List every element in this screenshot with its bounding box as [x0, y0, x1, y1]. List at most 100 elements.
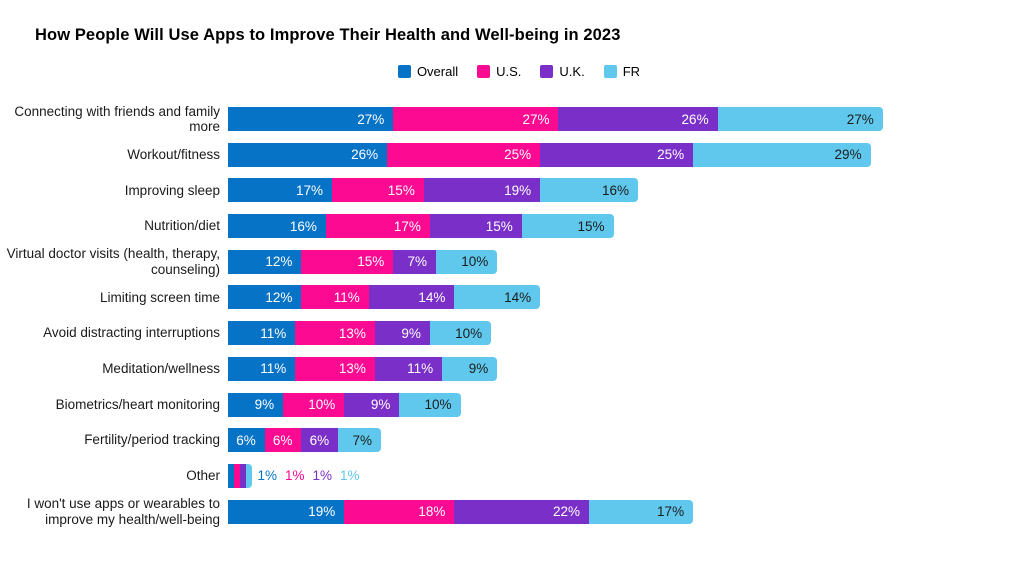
bar-segment-fr: 10% — [436, 249, 498, 274]
legend: Overall U.S. U.K. FR — [7, 64, 1024, 79]
segment-value-label: 26% — [351, 147, 379, 163]
bar-segment-overall: 27% — [228, 107, 394, 131]
bar-segment-u-k — [240, 463, 247, 488]
bar-stack: 17% 15% 19% 16% — [228, 178, 638, 203]
bar-segment-overall: 12% — [228, 249, 302, 274]
chart-row: Nutrition/diet 16% 17% 15% 15% — [0, 214, 883, 239]
bar-stack: 27% 27% 26% 27% — [228, 107, 883, 131]
legend-swatch-icon — [477, 65, 491, 78]
outside-value-label-u-s: 1% — [284, 468, 305, 484]
category-label: Connecting with friends and family more — [14, 103, 220, 135]
segment-value-label: 9% — [468, 361, 489, 377]
bar-segment-fr: 10% — [399, 392, 461, 417]
segment-value-label: 6% — [272, 432, 293, 448]
legend-label: U.K. — [559, 64, 585, 79]
chart-row: Biometrics/heart monitoring 9% 10% 9% 10% — [0, 392, 883, 417]
segment-value-label: 29% — [834, 147, 862, 163]
segment-value-label: 12% — [265, 289, 293, 305]
segment-value-label: 17% — [393, 218, 421, 234]
category-label: Nutrition/diet — [144, 218, 220, 234]
legend-item-fr: FR — [603, 64, 641, 79]
bar-segment-overall: 11% — [228, 356, 296, 381]
category-label: Avoid distracting interruptions — [43, 325, 220, 341]
segment-value-label: 10% — [461, 254, 489, 270]
chart-row: Other 1% 1% 1% 1% — [0, 463, 883, 488]
bar-segment-u-s — [234, 463, 241, 488]
bar-segment-overall: 26% — [228, 142, 388, 167]
bar-segment-overall — [228, 463, 235, 488]
segment-value-label: 26% — [681, 111, 709, 127]
bar-stack: 11% 13% 11% 9% — [228, 356, 498, 381]
stacked-bar-chart: Connecting with friends and family more 2… — [0, 103, 883, 527]
segment-value-label: 19% — [308, 504, 336, 520]
bar-segment-fr: 7% — [338, 428, 381, 453]
bar-segment-fr: 16% — [540, 178, 638, 203]
legend-label: FR — [622, 64, 641, 79]
bar-segment-fr — [246, 463, 253, 488]
legend-swatch-icon — [603, 65, 617, 78]
segment-value-label: 17% — [296, 182, 324, 198]
chart-row: Avoid distracting interruptions 11% 13% 9% 1… — [0, 321, 883, 346]
segment-value-label: 6% — [309, 432, 330, 448]
bar-segment-u-k: 6% — [301, 428, 339, 453]
category-label: Fertility/period tracking — [84, 432, 220, 448]
segment-value-label: 9% — [254, 397, 275, 412]
segment-value-label: 27% — [522, 111, 550, 127]
category-label: Limiting screen time — [99, 289, 220, 305]
legend-label: U.S. — [496, 64, 522, 79]
bar-segment-overall: 6% — [228, 428, 265, 453]
segment-value-label: 15% — [357, 254, 385, 270]
category-label: Biometrics/heart monitoring — [55, 396, 220, 412]
bar-segment-overall: 17% — [228, 178, 333, 203]
bar-segment-u-k: 9% — [374, 321, 430, 346]
bar-segment-fr: 15% — [521, 214, 614, 239]
bar-segment-u-s: 13% — [295, 321, 375, 346]
bar-segment-overall: 11% — [228, 321, 296, 346]
bar-segment-u-s: 25% — [387, 142, 541, 167]
segment-value-label: 18% — [418, 504, 446, 520]
chart-row: Limiting screen time 12% 11% 14% 14% — [0, 285, 883, 310]
bar-segment-u-k: 22% — [454, 499, 590, 524]
segment-value-label: 27% — [357, 111, 385, 127]
bar-segment-u-k: 15% — [429, 214, 522, 239]
segment-value-label: 12% — [265, 254, 293, 270]
bar-segment-u-s: 13% — [295, 356, 375, 381]
segment-value-label: 11% — [260, 325, 287, 341]
segment-value-label: 10% — [424, 397, 452, 412]
bar-stack: 12% 15% 7% 10% — [228, 249, 498, 274]
chart-row: Meditation/wellness 11% 13% 11% 9% — [0, 356, 883, 381]
segment-value-label: 22% — [553, 504, 581, 520]
bar-stack: 16% 17% 15% 15% — [228, 214, 614, 239]
bar-stack: 12% 11% 14% 14% — [228, 285, 541, 310]
bar-segment-fr: 17% — [589, 499, 694, 524]
bar-segment-u-s: 6% — [264, 428, 302, 453]
segment-value-label: 11% — [407, 361, 434, 377]
segment-value-label: 27% — [846, 111, 874, 127]
bar-segment-fr: 27% — [717, 107, 883, 131]
chart-row: Virtual doctor visits (health, therapy, … — [0, 246, 883, 277]
segment-value-label: 16% — [289, 218, 317, 234]
outside-value-label-fr: 1% — [339, 468, 360, 484]
segment-value-label: 7% — [352, 432, 372, 448]
segment-value-label: 15% — [577, 218, 605, 234]
chart-row: I won't use apps or wearables to improve… — [0, 496, 883, 527]
legend-swatch-icon — [540, 65, 554, 78]
bar-segment-u-k: 9% — [344, 392, 400, 417]
bar-segment-u-k: 7% — [393, 249, 437, 274]
category-label: Workout/fitness — [127, 146, 220, 162]
segment-value-label: 14% — [418, 289, 446, 305]
chart-row: Improving sleep 17% 15% 19% 16% — [0, 178, 883, 203]
bar-segment-u-s: 27% — [393, 107, 559, 131]
bar-segment-overall: 12% — [228, 285, 302, 310]
bar-segment-u-k: 26% — [558, 107, 718, 131]
bar-stack: 6% 6% 6% 7% — [228, 428, 381, 453]
segment-value-label: 10% — [308, 397, 336, 412]
chart-row: Fertility/period tracking 6% 6% 6% 7% — [0, 428, 883, 453]
segment-value-label: 16% — [601, 182, 629, 198]
bar-segment-u-k: 11% — [374, 356, 443, 381]
segment-value-label: 17% — [657, 504, 685, 520]
outside-value-labels: 1% 1% 1% 1% — [252, 468, 359, 483]
category-label: Meditation/wellness — [102, 361, 220, 377]
bar-segment-overall: 9% — [228, 392, 284, 417]
